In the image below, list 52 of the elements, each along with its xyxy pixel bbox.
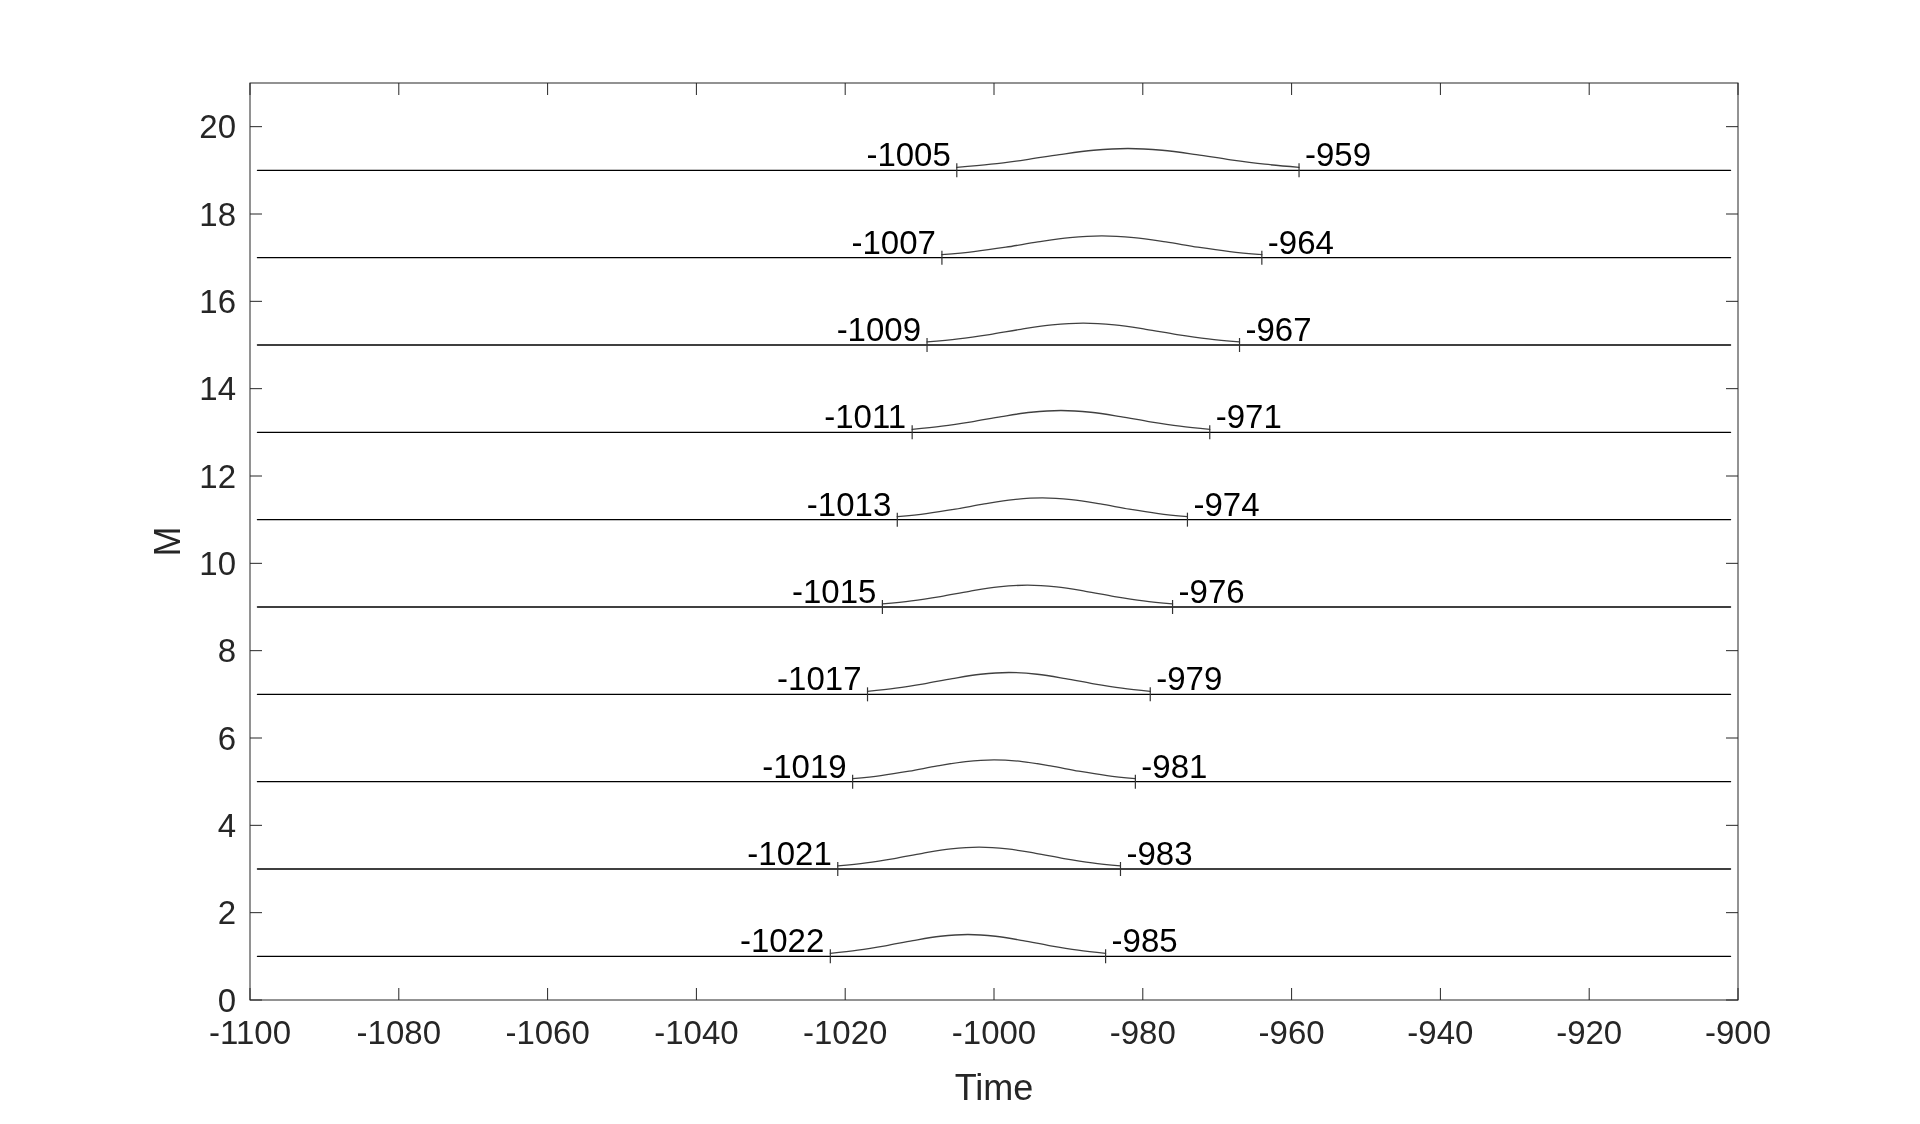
annotation: -1013 [806, 485, 892, 523]
line-series [911, 409, 1211, 430]
x-tick-label: -1020 [803, 1014, 888, 1051]
y-tick-label: 14 [199, 370, 236, 408]
line-series [829, 933, 1107, 954]
x-tick-label: -1060 [505, 1014, 590, 1051]
line-series [837, 846, 1122, 867]
x-tick-label: -1000 [951, 1014, 1037, 1051]
x-tick-label: -1040 [654, 1014, 739, 1051]
annotation: -1017 [777, 660, 862, 698]
x-tick-label: -940 [1407, 1014, 1474, 1051]
line-series [881, 584, 1174, 605]
line-series [956, 147, 1300, 168]
line-series [926, 322, 1241, 343]
y-tick-label: 20 [199, 108, 236, 146]
annotation: -974 [1193, 485, 1260, 523]
x-axis-title: Time [954, 1067, 1034, 1108]
annotation: -1009 [836, 311, 922, 348]
annotation: -1011 [824, 398, 907, 436]
x-tick-label: -960 [1258, 1014, 1325, 1051]
y-axis-title: M [147, 526, 188, 557]
annotation: -983 [1126, 835, 1193, 872]
line-series [851, 759, 1137, 780]
y-tick-label: 10 [199, 544, 236, 582]
line-series [866, 671, 1151, 692]
annotation: -1022 [739, 922, 825, 960]
annotation: -979 [1156, 660, 1223, 698]
annotation: -964 [1267, 223, 1334, 261]
annotation: -1021 [747, 835, 832, 872]
annotation: -976 [1178, 573, 1245, 610]
annotation: -1019 [762, 747, 847, 785]
line-series [896, 497, 1189, 518]
annotation: -985 [1111, 922, 1178, 960]
annotation: -967 [1245, 311, 1312, 348]
annotation: -981 [1141, 747, 1208, 785]
line-series [941, 235, 1263, 256]
y-tick-label: 12 [199, 457, 236, 495]
annotation: -1015 [791, 573, 877, 610]
y-tick-label: 8 [217, 632, 236, 670]
x-tick-label: -920 [1556, 1014, 1623, 1051]
y-tick-label: 18 [199, 195, 236, 233]
y-tick-label: 4 [217, 806, 236, 844]
annotation: -959 [1305, 136, 1372, 174]
y-tick-label: 16 [199, 282, 236, 320]
y-tick-label: 6 [217, 719, 236, 757]
x-tick-label: -1080 [356, 1014, 441, 1051]
annotation: -1007 [851, 223, 936, 261]
y-tick-label: 2 [217, 894, 236, 932]
x-tick-label: -980 [1109, 1014, 1176, 1051]
annotation: -1005 [866, 136, 951, 174]
annotation: -971 [1215, 398, 1282, 436]
x-tick-label: -900 [1704, 1014, 1772, 1051]
